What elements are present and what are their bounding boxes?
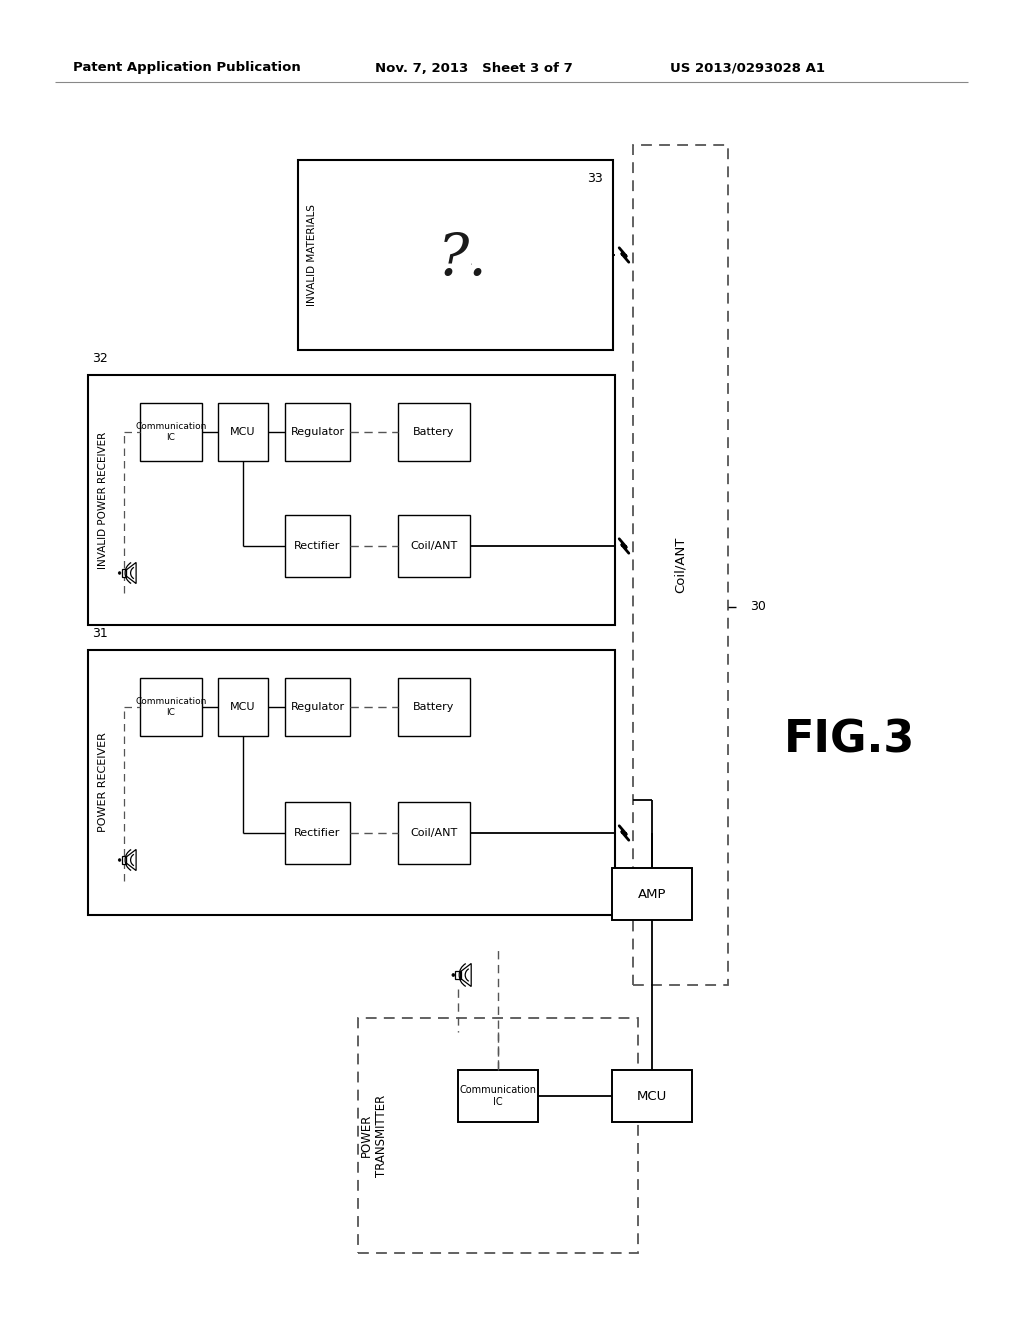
Text: AMP: AMP bbox=[638, 887, 667, 900]
Text: 30: 30 bbox=[750, 601, 766, 614]
Text: POWER
TRANSMITTER: POWER TRANSMITTER bbox=[360, 1094, 388, 1176]
Text: INVALID POWER RECEIVER: INVALID POWER RECEIVER bbox=[98, 432, 108, 569]
FancyBboxPatch shape bbox=[612, 869, 692, 920]
FancyBboxPatch shape bbox=[458, 1071, 538, 1122]
Text: MCU: MCU bbox=[637, 1089, 667, 1102]
Text: 32: 32 bbox=[92, 352, 108, 366]
Circle shape bbox=[118, 859, 121, 862]
FancyBboxPatch shape bbox=[358, 1018, 638, 1253]
Text: Battery: Battery bbox=[414, 702, 455, 711]
FancyBboxPatch shape bbox=[122, 569, 126, 577]
FancyBboxPatch shape bbox=[140, 403, 202, 461]
FancyBboxPatch shape bbox=[398, 403, 470, 461]
Text: Nov. 7, 2013   Sheet 3 of 7: Nov. 7, 2013 Sheet 3 of 7 bbox=[375, 62, 572, 74]
FancyBboxPatch shape bbox=[218, 678, 268, 737]
FancyBboxPatch shape bbox=[88, 649, 615, 915]
FancyBboxPatch shape bbox=[285, 678, 350, 737]
Text: MCU: MCU bbox=[230, 426, 256, 437]
Text: Communication
IC: Communication IC bbox=[135, 697, 207, 717]
Text: Rectifier: Rectifier bbox=[294, 828, 341, 838]
Text: Coil/ANT: Coil/ANT bbox=[674, 537, 687, 593]
Text: POWER RECEIVER: POWER RECEIVER bbox=[98, 733, 108, 833]
Text: Battery: Battery bbox=[414, 426, 455, 437]
FancyBboxPatch shape bbox=[285, 803, 350, 865]
Text: 31: 31 bbox=[92, 627, 108, 640]
FancyBboxPatch shape bbox=[285, 403, 350, 461]
Text: Rectifier: Rectifier bbox=[294, 541, 341, 550]
Text: Communication
IC: Communication IC bbox=[460, 1085, 537, 1106]
FancyBboxPatch shape bbox=[612, 1071, 692, 1122]
FancyBboxPatch shape bbox=[88, 375, 615, 624]
Text: MCU: MCU bbox=[230, 702, 256, 711]
Circle shape bbox=[118, 572, 121, 574]
Text: 33: 33 bbox=[587, 172, 603, 185]
FancyBboxPatch shape bbox=[398, 515, 470, 577]
FancyBboxPatch shape bbox=[456, 972, 461, 979]
FancyBboxPatch shape bbox=[633, 145, 728, 985]
Text: FIG.3: FIG.3 bbox=[784, 718, 915, 762]
Text: Coil/ANT: Coil/ANT bbox=[411, 541, 458, 550]
FancyBboxPatch shape bbox=[298, 160, 613, 350]
FancyBboxPatch shape bbox=[285, 515, 350, 577]
FancyBboxPatch shape bbox=[122, 857, 126, 863]
Text: Regulator: Regulator bbox=[291, 426, 344, 437]
Text: Coil/ANT: Coil/ANT bbox=[411, 828, 458, 838]
Text: Regulator: Regulator bbox=[291, 702, 344, 711]
Text: Patent Application Publication: Patent Application Publication bbox=[73, 62, 301, 74]
FancyBboxPatch shape bbox=[398, 803, 470, 865]
FancyBboxPatch shape bbox=[218, 403, 268, 461]
Text: Communication
IC: Communication IC bbox=[135, 422, 207, 442]
Circle shape bbox=[452, 974, 455, 977]
FancyBboxPatch shape bbox=[398, 678, 470, 737]
Text: US 2013/0293028 A1: US 2013/0293028 A1 bbox=[670, 62, 825, 74]
Text: INVALID MATERIALS: INVALID MATERIALS bbox=[307, 205, 317, 306]
FancyBboxPatch shape bbox=[140, 678, 202, 737]
Text: ?.: ?. bbox=[438, 231, 487, 286]
